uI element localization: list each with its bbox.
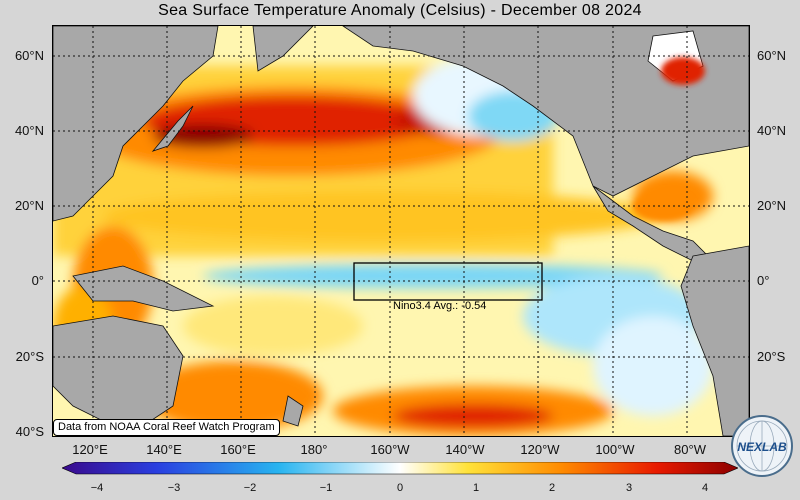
colorbar-tick: −4 xyxy=(90,482,104,494)
lat-label-60n-right: 60°N xyxy=(757,48,787,63)
map-canvas xyxy=(53,26,749,436)
lon-label-100w: 100°W xyxy=(595,442,635,457)
lon-label-140e: 140°E xyxy=(146,442,182,457)
lat-label-0-right: 0° xyxy=(757,273,770,288)
north-america-landmass xyxy=(342,26,749,197)
colorbar-gradient xyxy=(61,461,739,475)
lon-label-120e: 120°E xyxy=(72,442,108,457)
sst-anomaly-map[interactable] xyxy=(52,25,750,437)
nino34-average-label: Nino3.4 Avg.: -0.54 xyxy=(393,300,487,312)
lat-label-40n-right: 40°N xyxy=(757,123,787,138)
lat-label-60n-left: 60°N xyxy=(14,48,44,63)
colorbar: −4 −3 −2 −1 0 1 2 3 4 xyxy=(61,461,739,498)
new-zealand-landmass xyxy=(282,395,304,427)
lon-label-160w: 160°W xyxy=(370,442,410,457)
colorbar-tick: 1 xyxy=(472,482,480,494)
lat-label-0-left: 0° xyxy=(31,273,44,288)
lat-label-40n-left: 40°N xyxy=(14,123,44,138)
lat-label-20s-left: 20°S xyxy=(15,349,44,364)
japan-landmass xyxy=(151,105,194,152)
lat-label-20n-left: 20°N xyxy=(14,198,44,213)
indonesia-landmass xyxy=(72,265,215,312)
lon-label-140w: 140°W xyxy=(445,442,485,457)
asia-landmass xyxy=(53,26,219,222)
land-masses xyxy=(53,26,749,436)
attribution-label: Data from NOAA Coral Reef Watch Program xyxy=(53,419,280,436)
lat-label-20s-right: 20°S xyxy=(757,349,786,364)
globe-icon: NEXLAB xyxy=(731,415,793,477)
nino34-box xyxy=(353,262,543,301)
colorbar-tick: 4 xyxy=(701,482,709,494)
logo-text: NEXLAB xyxy=(737,440,787,454)
lon-label-80w: 80°W xyxy=(674,442,706,457)
colorbar-tick: −2 xyxy=(243,482,257,494)
lat-label-20n-right: 20°N xyxy=(757,198,787,213)
map-title: Sea Surface Temperature Anomaly (Celsius… xyxy=(158,2,642,19)
colorbar-tick: 2 xyxy=(548,482,556,494)
colorbar-tick: 0 xyxy=(396,482,404,494)
graticule xyxy=(53,26,749,436)
lon-label-120w: 120°W xyxy=(520,442,560,457)
lat-label-40s-left: 40°S xyxy=(15,424,44,439)
australia-landmass xyxy=(53,315,184,427)
lon-label-160e: 160°E xyxy=(220,442,256,457)
colorbar-tick: 3 xyxy=(625,482,633,494)
colorbar-tick: −3 xyxy=(167,482,181,494)
nexlab-logo[interactable]: NEXLAB xyxy=(730,414,794,478)
lon-label-180: 180° xyxy=(300,442,328,457)
south-america-landmass xyxy=(680,245,749,436)
colorbar-tick: −1 xyxy=(319,482,333,494)
